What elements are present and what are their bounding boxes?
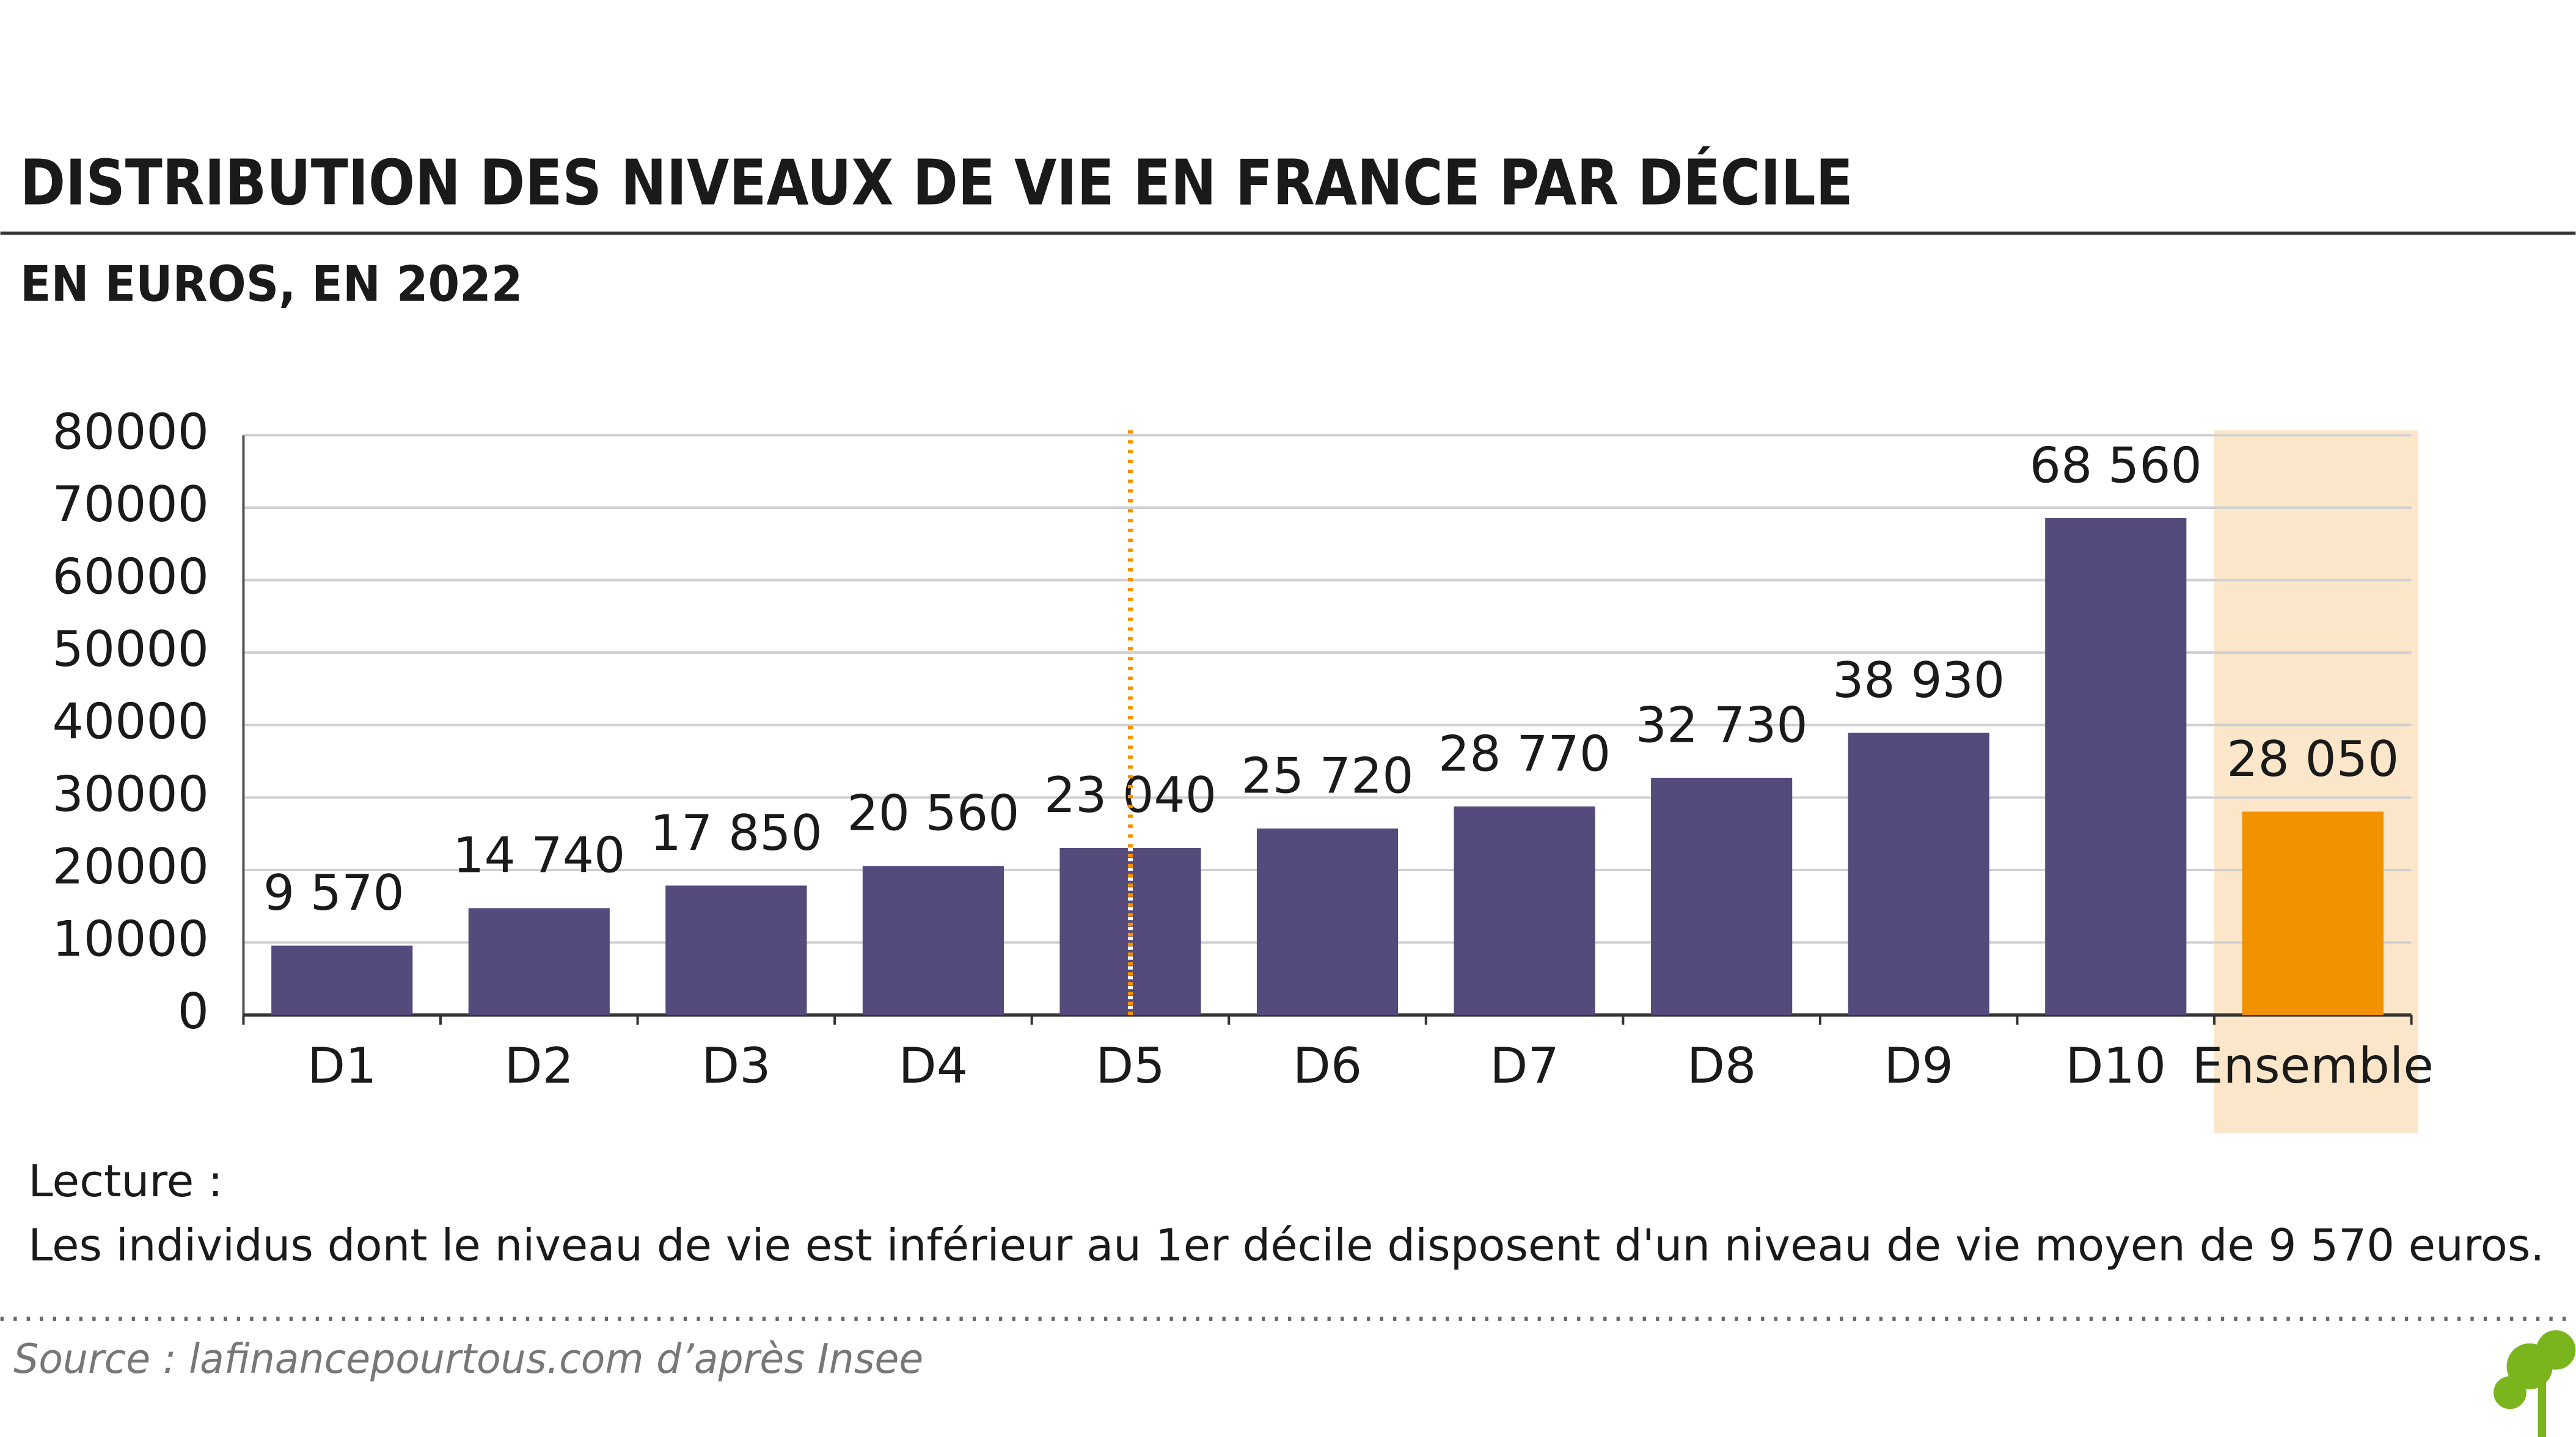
- value-label: 68 560: [2030, 437, 2202, 494]
- x-tick-label: D8: [1687, 1037, 1756, 1095]
- value-label: 14 740: [453, 827, 625, 885]
- bar: [1651, 777, 1793, 1015]
- chart-subtitle: EN EUROS, EN 2022: [20, 255, 523, 313]
- bar: [1256, 828, 1399, 1015]
- plot-area: 0 10000 20000 30000 40000 50000 60000 70000 8000…: [52, 403, 2434, 1133]
- bar: [1454, 806, 1595, 1015]
- value-label: 28 770: [1438, 725, 1611, 783]
- x-tick-label: D7: [1490, 1037, 1559, 1095]
- bar: [2242, 811, 2384, 1015]
- value-label: 28 050: [2227, 731, 2399, 788]
- note-title: Lecture :: [28, 1156, 223, 1207]
- x-tick-label: D6: [1293, 1037, 1362, 1095]
- y-tick-label: 70000: [52, 476, 208, 533]
- source: Source : lafinancepourtous.com d’après I…: [13, 1335, 923, 1383]
- bar: [1848, 733, 1989, 1015]
- y-tick-label: 20000: [52, 838, 208, 896]
- value-label: 38 930: [1832, 652, 2005, 709]
- bar: [665, 885, 807, 1015]
- x-tick-label: D5: [1096, 1037, 1165, 1095]
- bar: [271, 945, 413, 1015]
- x-tick-label: D4: [899, 1037, 968, 1095]
- y-tick-label: 30000: [52, 766, 208, 823]
- bar: [862, 866, 1004, 1015]
- y-tick-label: 80000: [52, 403, 208, 461]
- value-label: 20 560: [847, 785, 1019, 843]
- value-label: 25 720: [1241, 747, 1413, 805]
- x-tick-label: D10: [2065, 1037, 2166, 1095]
- bar: [468, 908, 610, 1015]
- value-label: 9 570: [263, 865, 404, 922]
- value-label: 17 850: [650, 805, 822, 862]
- value-label: 32 730: [1636, 697, 1808, 754]
- x-tick-label: D2: [505, 1037, 574, 1095]
- y-tick-label: 10000: [52, 911, 208, 968]
- note-text: Les individus dont le niveau de vie est …: [28, 1220, 2544, 1271]
- y-tick-label: 50000: [52, 621, 208, 678]
- y-tick-label: 60000: [52, 549, 208, 606]
- y-tick-label: 0: [178, 983, 209, 1040]
- x-tick-label: D1: [307, 1037, 376, 1095]
- y-tick-label: 40000: [52, 693, 208, 751]
- x-tick-label: D9: [1884, 1037, 1953, 1095]
- bar: [2045, 518, 2187, 1015]
- logo: [2493, 1330, 2576, 1437]
- bar: [1059, 847, 1201, 1015]
- x-tick-label: Ensemble: [2192, 1037, 2434, 1095]
- chart-title: DISTRIBUTION DES NIVEAUX DE VIE EN FRANC…: [20, 146, 1853, 219]
- x-tick-label: D3: [701, 1037, 770, 1095]
